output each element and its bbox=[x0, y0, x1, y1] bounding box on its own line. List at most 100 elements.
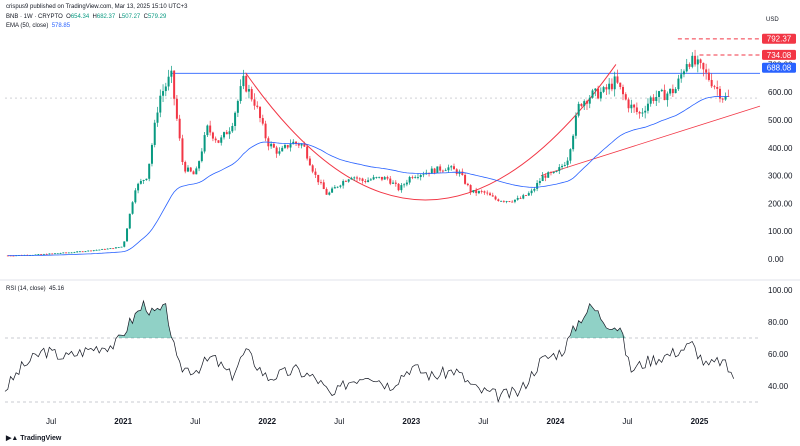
candle-body bbox=[278, 151, 281, 154]
candle-body bbox=[588, 97, 591, 104]
candle-body bbox=[608, 83, 611, 90]
candle-body bbox=[6, 255, 9, 257]
candle-body bbox=[45, 253, 48, 255]
candle-body bbox=[231, 125, 234, 132]
candle-body bbox=[84, 251, 87, 253]
candle-body bbox=[705, 69, 708, 73]
candle-body bbox=[220, 137, 223, 143]
candle-body bbox=[616, 76, 619, 83]
candle-body bbox=[137, 183, 140, 191]
candle-body bbox=[649, 97, 652, 104]
time-tick-label: Jul bbox=[46, 417, 56, 426]
candle-body bbox=[217, 140, 220, 143]
candle-body bbox=[114, 247, 117, 249]
candle-body bbox=[78, 251, 81, 253]
candle-body bbox=[300, 144, 303, 146]
candle-body bbox=[139, 180, 142, 184]
candle-body bbox=[464, 174, 467, 184]
candle-body bbox=[696, 59, 699, 65]
price-badge bbox=[762, 33, 796, 44]
candle-body bbox=[159, 95, 162, 113]
candle-body bbox=[549, 172, 552, 174]
candle-body bbox=[48, 253, 51, 255]
rsi-tick-label: 60.00 bbox=[768, 350, 789, 359]
candle-body bbox=[101, 249, 104, 250]
candle-body bbox=[128, 213, 131, 229]
candle-body bbox=[228, 131, 231, 135]
candle-body bbox=[120, 246, 123, 248]
candle-body bbox=[486, 192, 489, 194]
candle-body bbox=[392, 182, 395, 184]
candle-body bbox=[123, 241, 126, 247]
candle-body bbox=[148, 163, 151, 179]
currency-label: USD bbox=[766, 17, 779, 23]
candle-body bbox=[630, 104, 633, 109]
candle-body bbox=[489, 193, 492, 196]
candle-body bbox=[622, 86, 625, 95]
candle-body bbox=[275, 147, 278, 154]
candle-body bbox=[162, 91, 165, 96]
rsi-value: 45.16 bbox=[49, 286, 65, 292]
candle-body bbox=[669, 88, 672, 94]
candle-body bbox=[688, 64, 691, 67]
rsi-tick-label: 100.00 bbox=[768, 286, 793, 295]
candle-body bbox=[713, 86, 716, 88]
candle-body bbox=[655, 96, 658, 101]
rsi-tick-label: 40.00 bbox=[768, 382, 789, 391]
candle-body bbox=[51, 253, 54, 255]
candle-body bbox=[441, 170, 444, 172]
candle-body bbox=[336, 186, 339, 188]
candle-body bbox=[131, 202, 134, 214]
candle-body bbox=[259, 106, 262, 119]
candle-body bbox=[569, 149, 572, 161]
candle-body bbox=[572, 135, 575, 150]
ema-line bbox=[7, 95, 729, 256]
candle-body bbox=[710, 79, 713, 87]
candle-body bbox=[261, 118, 264, 124]
candle-body bbox=[247, 89, 250, 92]
candle-body bbox=[189, 167, 192, 172]
cup-curve bbox=[245, 64, 617, 201]
candle-body bbox=[666, 93, 669, 101]
candle-body bbox=[292, 141, 295, 145]
candle-body bbox=[256, 105, 259, 107]
candle-body bbox=[375, 177, 378, 178]
candle-body bbox=[635, 107, 638, 112]
candle-body bbox=[411, 177, 414, 178]
candle-body bbox=[403, 184, 406, 186]
price-tick-label: 300.00 bbox=[768, 172, 793, 181]
candle-body bbox=[580, 103, 583, 107]
candle-body bbox=[386, 177, 389, 179]
candle-body bbox=[186, 167, 189, 172]
candle-body bbox=[126, 228, 129, 242]
candle-body bbox=[361, 178, 364, 182]
candle-body bbox=[558, 167, 561, 171]
candle-body bbox=[416, 177, 419, 178]
candle-body bbox=[364, 181, 367, 183]
candle-body bbox=[90, 250, 93, 252]
candle-body bbox=[638, 111, 641, 114]
candle-body bbox=[353, 177, 356, 179]
candle-body bbox=[541, 175, 544, 182]
candle-body bbox=[253, 99, 256, 106]
close-value: 579.29 bbox=[147, 14, 167, 20]
candle-body bbox=[660, 89, 663, 92]
price-badge bbox=[762, 49, 796, 60]
candle-body bbox=[264, 123, 267, 139]
candle-body bbox=[718, 88, 721, 99]
candle-body bbox=[466, 183, 469, 186]
candle-body bbox=[538, 181, 541, 184]
candle-body bbox=[303, 144, 306, 147]
candle-body bbox=[306, 146, 309, 159]
candle-body bbox=[59, 253, 62, 254]
candle-body bbox=[513, 199, 516, 202]
time-tick-label: 2021 bbox=[114, 417, 132, 426]
ema-value: 578.85 bbox=[51, 23, 71, 29]
candle-body bbox=[200, 151, 203, 162]
candle-body bbox=[658, 91, 661, 97]
candle-body bbox=[552, 171, 555, 174]
candle-body bbox=[236, 101, 239, 113]
candle-body bbox=[283, 145, 286, 148]
candle-body bbox=[699, 59, 702, 63]
candles bbox=[6, 49, 730, 257]
